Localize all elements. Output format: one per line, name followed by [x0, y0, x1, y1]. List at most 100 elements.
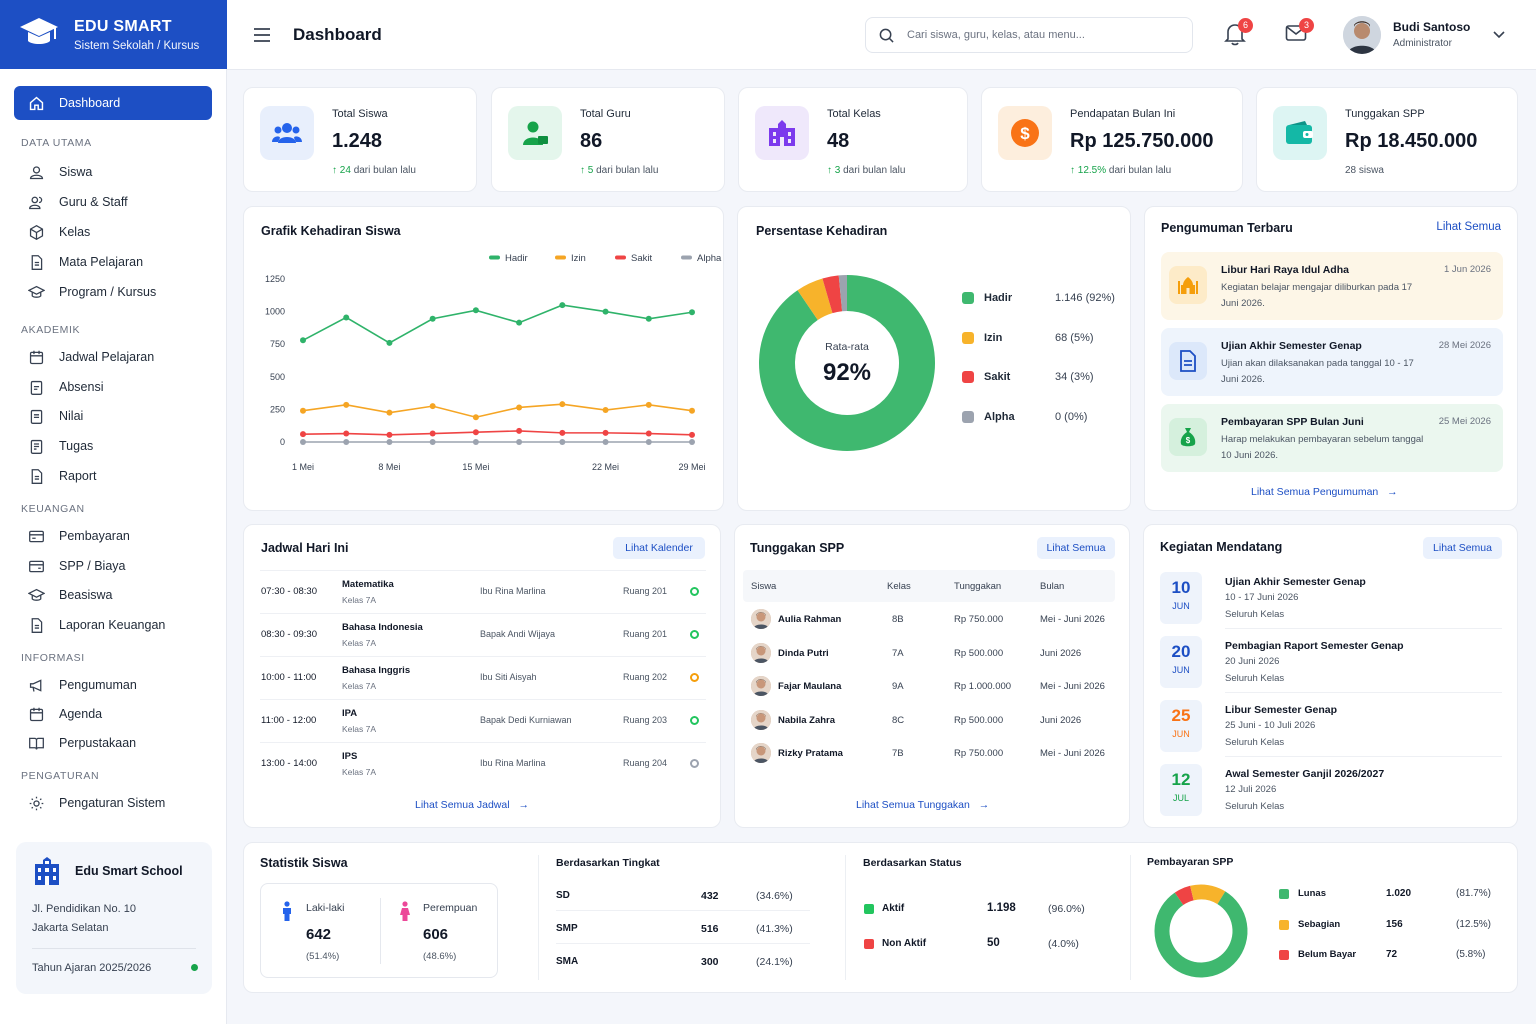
user-avatar[interactable] — [1343, 16, 1381, 54]
sidebar-item-guru-staff[interactable]: Guru & Staff — [14, 187, 212, 217]
view-all-arrears-button[interactable]: Lihat Semua — [1037, 537, 1115, 559]
schedule-subject: IPS — [342, 751, 358, 762]
stat-change-text: dari bulan lalu — [843, 165, 906, 176]
sidebar-item-siswa[interactable]: Siswa — [14, 157, 212, 187]
row-divider — [556, 943, 810, 944]
table-row[interactable]: Rizky Pratama 7B Rp 750.000 Mei - Juni 2… — [743, 737, 1115, 770]
school-info-card: Edu Smart School Jl. Pendidikan No. 10 J… — [16, 842, 212, 994]
sidebar-item-mata-pelajaran[interactable]: Mata Pelajaran — [14, 247, 212, 277]
sidebar-item-nilai[interactable]: Nilai — [14, 401, 212, 431]
user-icon — [29, 165, 44, 179]
sidebar-item-tugas[interactable]: Tugas — [14, 431, 212, 461]
graduation-cap-icon — [20, 18, 58, 44]
table-row[interactable]: Nabila Zahra 8C Rp 500.000 Juni 2026 — [743, 704, 1115, 737]
data-point-sakit — [645, 430, 652, 437]
sidebar-item-spp-biaya[interactable]: SPP / Biaya — [14, 551, 212, 581]
divider — [32, 948, 196, 949]
legend-item-alpha[interactable]: Alpha — [681, 253, 722, 264]
announcement-desc: Ujian akan dilaksanakan pada tanggal 10 … — [1221, 358, 1414, 385]
event-date: 12 Juli 2026 — [1225, 784, 1277, 795]
notification-button[interactable]: 6 — [1224, 18, 1253, 48]
credit-card-icon — [29, 530, 44, 542]
stat-change: ↑ 24 dari bulan lalu — [332, 165, 416, 176]
data-point-hadir — [343, 314, 350, 321]
stat-card-total-siswa[interactable]: Total Siswa 1.248 ↑ 24 dari bulan lalu — [243, 87, 477, 192]
sidebar-item-pengumuman[interactable]: Pengumuman — [14, 670, 212, 700]
sidebar-item-kelas[interactable]: Kelas — [14, 217, 212, 247]
announcement-desc: Harap melakukan pembayaran sebelum tangg… — [1221, 434, 1424, 461]
sidebar-item-program-kursus[interactable]: Program / Kursus — [14, 277, 212, 307]
event-item[interactable]: 25 JUN Libur Semester Genap 25 Juni - 10… — [1144, 699, 1519, 761]
event-item[interactable]: 20 JUN Pembagian Raport Semester Genap 2… — [1144, 635, 1519, 697]
stat-card-pendapatan[interactable]: $ Pendapatan Bulan Ini Rp 125.750.000 ↑ … — [981, 87, 1243, 192]
sidebar-item-laporan-keuangan[interactable]: Laporan Keuangan — [14, 610, 212, 640]
sidebar-item-jadwal-pelajaran[interactable]: Jadwal Pelajaran — [14, 342, 212, 372]
view-all-schedule-link[interactable]: Lihat Semua Jadwal → — [415, 799, 529, 811]
announcement-item[interactable]: Libur Hari Raya Idul Adha Kegiatan belaj… — [1161, 252, 1503, 320]
stat-value: Rp 125.750.000 — [1070, 130, 1214, 152]
sidebar-item-raport[interactable]: Raport — [14, 461, 212, 491]
sidebar-item-agenda[interactable]: Agenda — [14, 699, 212, 729]
stat-card-tunggakan-spp[interactable]: Tunggakan SPP Rp 18.450.000 28 siswa — [1256, 87, 1518, 192]
home-icon — [29, 96, 44, 110]
users-icon — [29, 196, 43, 209]
announcement-item[interactable]: Ujian Akhir Semester Genap Ujian akan di… — [1161, 328, 1503, 396]
stat-change-text: dari bulan lalu — [1108, 165, 1172, 176]
table-row[interactable]: Dinda Putri 7A Rp 500.000 Juni 2026 — [743, 637, 1115, 670]
hamburger-menu-icon[interactable] — [254, 28, 270, 42]
event-date-badge: 25 JUN — [1160, 700, 1202, 752]
sidebar-item-dashboard[interactable]: Dashboard — [14, 86, 212, 120]
schedule-subject: IPA — [342, 708, 358, 719]
table-row[interactable]: Fajar Maulana 9A Rp 1.000.000 Mei - Juni… — [743, 670, 1115, 703]
view-calendar-button[interactable]: Lihat Kalender — [613, 537, 705, 559]
table-row[interactable]: 08:30 - 09:30 Bahasa Indonesia Kelas 7A … — [260, 613, 706, 656]
sidebar-item-label: Guru & Staff — [59, 195, 128, 209]
table-row[interactable]: 13:00 - 14:00 IPS Kelas 7A Ibu Rina Marl… — [260, 742, 706, 785]
sidebar-item-absensi[interactable]: Absensi — [14, 372, 212, 402]
legend-item-sakit[interactable]: Sakit — [615, 253, 652, 264]
level-name: SD — [556, 890, 570, 901]
stat-label: Total Siswa — [332, 108, 388, 120]
sidebar-item-beasiswa[interactable]: Beasiswa — [14, 580, 212, 610]
brand-header[interactable]: EDU SMART Sistem Sekolah / Kursus — [0, 0, 227, 69]
spp-percentage: (5.8%) — [1456, 949, 1486, 960]
user-name[interactable]: Budi Santoso — [1393, 20, 1471, 34]
event-month: JUL — [1172, 793, 1189, 803]
view-all-arrears-link[interactable]: Lihat Semua Tunggakan → — [856, 799, 989, 811]
search-input[interactable]: Cari siswa, guru, kelas, atau menu... — [865, 17, 1193, 53]
legend-label: Hadir — [984, 292, 1013, 304]
stat-card-total-kelas[interactable]: Total Kelas 48 ↑ 3 dari bulan lalu — [738, 87, 968, 192]
table-row[interactable]: Aulia Rahman 8B Rp 750.000 Mei - Juni 20… — [743, 603, 1115, 636]
upcoming-events-card: Kegiatan Mendatang Lihat Semua 10 JUN Uj… — [1143, 524, 1518, 828]
stat-change: ↑ 3 dari bulan lalu — [827, 165, 906, 176]
messages-button[interactable]: 3 — [1285, 18, 1314, 46]
level-count: 516 — [701, 923, 719, 935]
chevron-down-icon[interactable] — [1493, 31, 1505, 39]
view-all-events-button[interactable]: Lihat Semua — [1423, 537, 1502, 559]
announcement-item[interactable]: $ Pembayaran SPP Bulan Juni Harap melaku… — [1161, 404, 1503, 472]
table-row[interactable]: 07:30 - 08:30 Matematika Kelas 7A Ibu Ri… — [260, 570, 706, 613]
event-title: Ujian Akhir Semester Genap — [1225, 576, 1366, 588]
event-item[interactable]: 10 JUN Ujian Akhir Semester Genap 10 - 1… — [1144, 571, 1519, 633]
event-month: JUN — [1172, 729, 1190, 739]
legend-item-izin[interactable]: Izin — [555, 253, 586, 264]
sidebar-item-pembayaran[interactable]: Pembayaran — [14, 521, 212, 551]
sidebar-item-label: Beasiswa — [59, 588, 113, 602]
table-row[interactable]: 11:00 - 12:00 IPA Kelas 7A Bapak Dedi Ku… — [260, 699, 706, 742]
sidebar-item-pengaturan-sistem[interactable]: Pengaturan Sistem — [14, 788, 212, 818]
stat-card-total-guru[interactable]: Total Guru 86 ↑ 5 dari bulan lalu — [491, 87, 725, 192]
student-name: Rizky Pratama — [778, 748, 843, 759]
attendance-line-chart: 0 250 500 750 1000 1250 1 Mei 8 Mei 15 Mei 22 Mei… — [265, 253, 722, 472]
event-date: 10 - 17 Juni 2026 — [1225, 592, 1299, 603]
data-point-izin — [559, 401, 566, 408]
sidebar-item-perpustakaan[interactable]: Perpustakaan — [14, 728, 212, 758]
data-point-izin — [645, 401, 652, 408]
event-item[interactable]: 12 JUL Awal Semester Ganjil 2026/2027 12… — [1144, 763, 1519, 825]
spp-donut-chart — [1154, 884, 1248, 978]
view-all-announcements-footer-link[interactable]: Lihat Semua Pengumuman → — [1251, 486, 1398, 498]
data-point-izin — [386, 409, 393, 416]
legend-item-hadir[interactable]: Hadir — [489, 253, 528, 264]
view-all-announcements-link[interactable]: Lihat Semua — [1436, 221, 1501, 233]
document-icon — [31, 617, 43, 633]
table-row[interactable]: 10:00 - 11:00 Bahasa Inggris Kelas 7A Ib… — [260, 656, 706, 699]
